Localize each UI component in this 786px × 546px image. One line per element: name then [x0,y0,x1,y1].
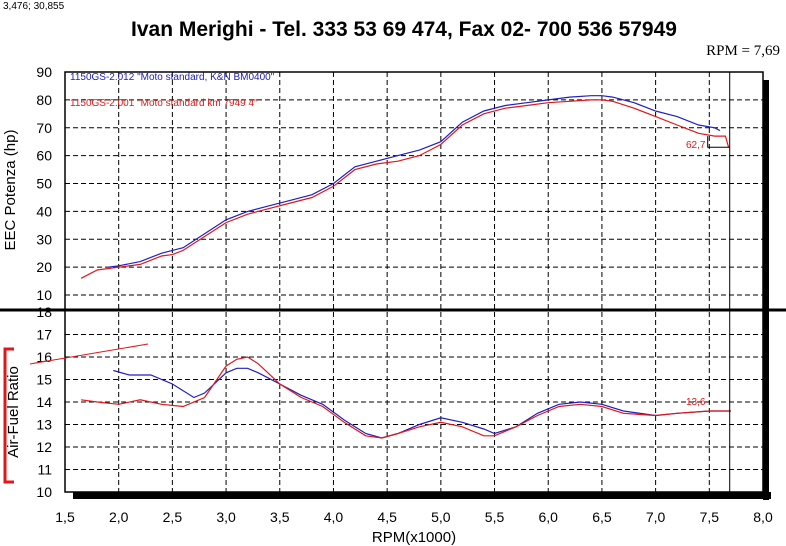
y-axis-label-power: EEC Potenza (hp) [2,130,19,251]
right-shadow [763,80,769,500]
power-y-tick-label: 90 [36,64,52,80]
afr-end-label: 13,6 [686,397,706,408]
x-tick-label: 4,5 [377,509,397,525]
power-end-label: 62,7 [686,140,706,151]
x-tick-label: 1,5 [55,509,75,525]
tick-labels: 1,5 2,0 2,5 3,0 3,5 4,0 4,5 5,0 5,5 6,0 6,5 7,0 7,5 8… [36,64,773,525]
power-end-marker [707,136,730,148]
afr-series-red-line [81,356,731,439]
x-tick-label: 8,0 [753,509,773,525]
afr-y-tick-label: 14 [36,394,52,410]
power-legend-entry: 1150GS-2.012 "Moto standard, K&N BM0400" [70,72,275,83]
x-tick-label: 2,5 [163,509,183,525]
x-tick-label: 6,5 [592,509,612,525]
x-axis-label: RPM(x1000) [372,529,456,546]
power-legend-entry: 1150GS-2.001 "Moto standard km 7949 4" [70,98,258,109]
bottom-shadow [73,492,771,499]
power-series-red-line [80,99,730,279]
series-lines [80,95,731,439]
afr-y-tick-label: 13 [36,417,52,433]
power-y-tick-label: 10 [36,287,52,303]
cursor-coords: 3,476; 30,855 [3,1,65,12]
afr-y-tick-label: 17 [36,327,52,343]
afr-y-tick-label: 15 [36,372,52,388]
afr-y-tick-label: 12 [36,439,52,455]
x-tick-label: 2,0 [109,509,129,525]
x-tick-label: 3,5 [270,509,290,525]
power-y-tick-label: 50 [36,176,52,192]
afr-y-tick-label: 10 [36,484,52,500]
power-y-tick-label: 80 [36,92,52,108]
power-y-tick-label: 40 [36,203,52,219]
afr-label-bracket [3,347,14,484]
x-tick-label: 5,0 [431,509,451,525]
power-y-tick-label: 20 [36,259,52,275]
power-y-tick-label: 60 [36,148,52,164]
x-tick-label: 7,0 [646,509,666,525]
power-y-tick-label: 30 [36,231,52,247]
x-tick-label: 5,5 [485,509,505,525]
afr-y-tick-label: 18 [36,304,52,320]
power-y-tick-label: 70 [36,120,52,136]
x-tick-label: 6,0 [538,509,558,525]
afr-y-tick-label: 11 [37,462,52,478]
chart-title: Ivan Merighi - Tel. 333 53 69 474, Fax 0… [131,18,677,41]
x-tick-label: 4,0 [324,509,344,525]
afr-series-blue-line [113,367,731,439]
rpm-readout: RPM = 7,69 [706,43,780,59]
x-tick-label: 7,5 [700,509,720,525]
power-series-blue-line [107,95,721,268]
x-tick-label: 3,0 [216,509,236,525]
frame [0,71,786,500]
afr-pointer-line [29,343,149,365]
y-axis-label-afr: Air-Fuel Ratio [5,366,22,458]
